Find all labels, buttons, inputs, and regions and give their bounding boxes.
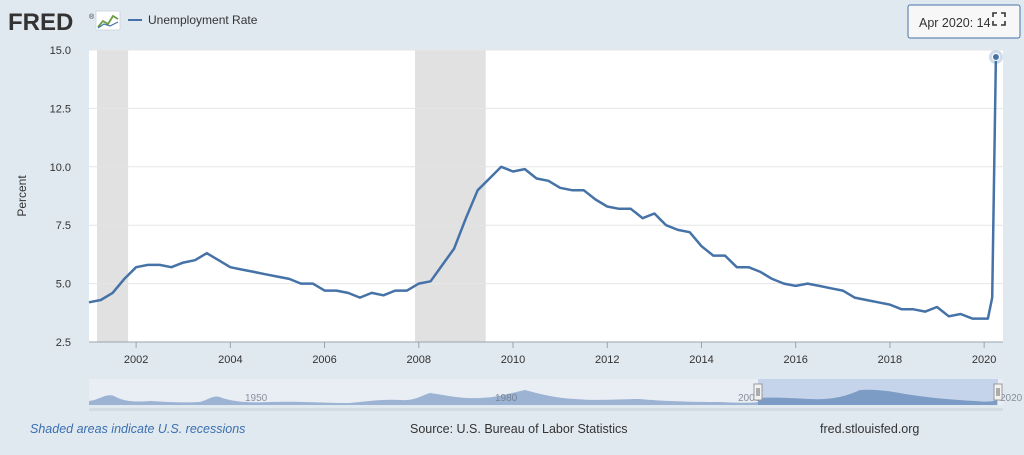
- navigator-handle-left[interactable]: [753, 383, 763, 401]
- tooltip-text: Apr 2020: 14.7: [919, 16, 1001, 30]
- navigator-label-1950: 1950: [245, 393, 268, 404]
- navigator-scrollbar[interactable]: [89, 408, 1003, 411]
- x-tick-label-2010: 2010: [501, 354, 525, 366]
- site-link[interactable]: fred.stlouisfed.org: [820, 422, 920, 436]
- source-text: Source: U.S. Bureau of Labor Statistics: [410, 422, 628, 436]
- registered-mark: ®: [89, 13, 95, 21]
- navigator-handle-right[interactable]: [993, 383, 1003, 401]
- x-tick-label-2006: 2006: [312, 354, 336, 366]
- fred-graph-icon: [95, 10, 121, 31]
- navigator-label-1980: 1980: [495, 393, 518, 404]
- y-tick-label-2.5: 2.5: [56, 337, 71, 349]
- navigator-history-area: [89, 390, 758, 405]
- y-tick-label-7.5: 7.5: [56, 220, 71, 232]
- y-tick-label-15.0: 15.0: [50, 45, 71, 57]
- x-tick-label-2016: 2016: [783, 354, 807, 366]
- x-tick-label-2018: 2018: [878, 354, 902, 366]
- y-tick-label-10.0: 10.0: [50, 162, 71, 174]
- y-tick-label-12.5: 12.5: [50, 103, 71, 115]
- x-axis-ticks: 2002 2004 2006 2008 2010 2012 2014 2016 2018 2020: [124, 342, 996, 366]
- y-axis-title: Percent: [15, 175, 29, 217]
- y-tick-label-5.0: 5.0: [56, 279, 71, 291]
- x-tick-label-2008: 2008: [407, 354, 431, 366]
- recession-shading: [97, 50, 486, 342]
- series-line-unemployment-rate[interactable]: [88, 56, 998, 320]
- plot-area: [89, 50, 1003, 342]
- x-tick-label-2002: 2002: [124, 354, 148, 366]
- fred-logo[interactable]: FRED: [8, 9, 73, 36]
- legend-label-unemployment-rate[interactable]: Unemployment Rate: [148, 13, 258, 27]
- recession-note: Shaded areas indicate U.S. recessions: [30, 422, 246, 436]
- hover-marker[interactable]: [991, 53, 1000, 62]
- x-tick-label-2012: 2012: [595, 354, 619, 366]
- x-tick-label-2004: 2004: [218, 354, 242, 366]
- navigator-selected-area: [758, 389, 997, 405]
- x-tick-label-2020: 2020: [972, 354, 996, 366]
- navigator-label-2000: 2000: [738, 393, 761, 404]
- navigator-label-2020: 2020: [1000, 393, 1023, 404]
- x-tick-label-2014: 2014: [689, 354, 713, 366]
- fullscreen-icon[interactable]: [990, 10, 1008, 28]
- y-axis-ticks: 2.5 5.0 7.5 10.0 12.5 15.0: [50, 45, 71, 349]
